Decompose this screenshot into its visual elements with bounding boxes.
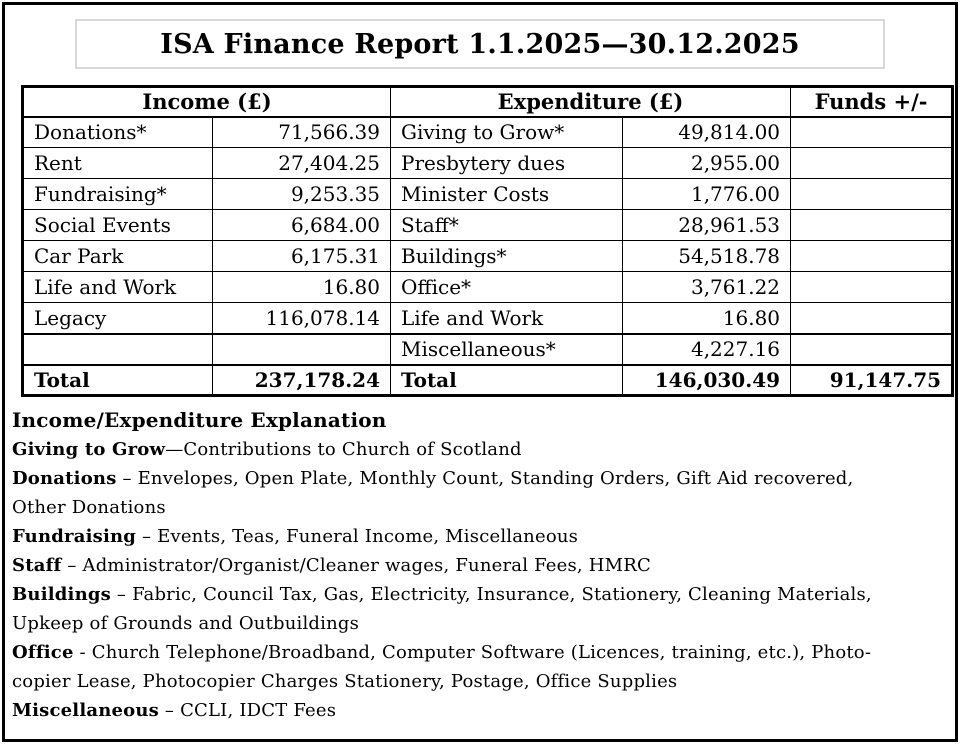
expenditure-value-cell: 54,518.78	[622, 240, 792, 272]
explanation-separator: –	[116, 468, 138, 489]
expenditure-value-cell: 2,955.00	[622, 147, 792, 179]
expenditure-value-cell: 16.80	[622, 302, 792, 334]
income-value-cell: 9,253.35	[211, 178, 392, 210]
funds-cell	[790, 240, 954, 272]
explanation-item: Staff – Administrator/Organist/Cleaner w…	[12, 551, 949, 580]
table-row: Donations* 71,566.39 Giving to Grow* 49,…	[22, 116, 954, 148]
explanation-text: Envelopes, Open Plate, Monthly Count, St…	[137, 468, 854, 489]
expenditure-label-cell: Giving to Grow*	[390, 116, 624, 148]
expenditure-value-cell: 1,776.00	[622, 178, 792, 210]
explanation-text-continued: Other Donations	[12, 497, 166, 518]
funds-cell	[790, 332, 954, 365]
income-value-cell: 16.80	[211, 271, 392, 303]
explanation-term: Fundraising	[12, 526, 137, 547]
income-header: Income (£)	[21, 86, 392, 118]
explanation-separator: –	[136, 526, 158, 547]
explanation-separator: –	[111, 584, 133, 605]
explanation-section: Income/Expenditure Explanation Giving to…	[5, 397, 955, 725]
table-row: Car Park 6,175.31 Buildings* 54,518.78	[22, 240, 954, 272]
explanation-item: Giving to Grow—Contributions to Church o…	[12, 435, 949, 464]
page-title: ISA Finance Report 1.1.2025—30.12.2025	[160, 28, 800, 60]
explanation-text-continued: Upkeep of Grounds and Outbuildings	[12, 613, 360, 634]
income-label-cell: Life and Work	[22, 271, 213, 303]
explanation-term: Office	[12, 642, 74, 663]
total-row: Total 237,178.24 Total 146,030.49 91,147…	[22, 363, 954, 396]
explanation-text: Events, Teas, Funeral Income, Miscellane…	[157, 526, 579, 547]
funds-cell	[790, 147, 954, 179]
income-value-cell: 27,404.25	[211, 147, 392, 179]
income-label-cell: Rent	[22, 147, 213, 179]
funds-total-cell: 91,147.75	[790, 363, 954, 396]
explanation-term: Donations	[12, 468, 117, 489]
explanation-item: Fundraising – Events, Teas, Funeral Inco…	[12, 522, 949, 551]
explanation-heading: Income/Expenditure Explanation	[12, 408, 387, 432]
expenditure-value-cell: 3,761.22	[622, 271, 792, 303]
table-row: Fundraising* 9,253.35 Minister Costs 1,7…	[22, 178, 954, 210]
expenditure-value-cell: 4,227.16	[622, 332, 792, 365]
explanation-text: Contributions to Church of Scotland	[183, 439, 522, 460]
expenditure-value-cell: 28,961.53	[622, 209, 792, 241]
table-row: Legacy 116,078.14 Life and Work 16.80	[22, 302, 954, 334]
income-total-value-cell: 237,178.24	[211, 363, 392, 396]
explanation-item: Buildings – Fabric, Council Tax, Gas, El…	[12, 580, 949, 638]
explanation-text-continued: copier Lease, Photocopier Charges Statio…	[12, 671, 678, 692]
explanation-text: CCLI, IDCT Fees	[180, 700, 337, 721]
explanation-term: Staff	[12, 555, 62, 576]
income-value-cell: 6,175.31	[211, 240, 392, 272]
expenditure-label-cell: Miscellaneous*	[390, 332, 624, 365]
finance-table: Income (£) Expenditure (£) Funds +/- Don…	[21, 85, 955, 397]
explanation-term: Giving to Grow	[12, 439, 166, 460]
expenditure-total-label-cell: Total	[390, 363, 624, 396]
expenditure-total-value-cell: 146,030.49	[622, 363, 792, 396]
expenditure-label-cell: Presbytery dues	[390, 147, 624, 179]
table-row: Rent 27,404.25 Presbytery dues 2,955.00	[22, 147, 954, 179]
funds-cell	[790, 178, 954, 210]
income-label-cell: Car Park	[22, 240, 213, 272]
explanation-separator: –	[61, 555, 83, 576]
table-row: Miscellaneous* 4,227.16	[22, 332, 954, 365]
table-header-row: Income (£) Expenditure (£) Funds +/-	[21, 86, 954, 118]
income-label-cell: Social Events	[22, 209, 213, 241]
explanation-text: Administrator/Organist/Cleaner wages, Fu…	[82, 555, 652, 576]
expenditure-value-cell: 49,814.00	[622, 116, 792, 148]
funds-cell	[790, 302, 954, 334]
income-value-cell: 71,566.39	[211, 116, 392, 148]
expenditure-label-cell: Buildings*	[390, 240, 624, 272]
expenditure-header: Expenditure (£)	[390, 86, 792, 118]
explanation-term: Buildings	[12, 584, 112, 605]
report-title-box: ISA Finance Report 1.1.2025—30.12.2025	[75, 19, 885, 69]
explanation-separator: -	[73, 642, 92, 663]
income-value-cell	[211, 332, 392, 365]
income-total-label-cell: Total	[22, 363, 213, 396]
income-label-cell: Donations*	[22, 116, 213, 148]
expenditure-label-cell: Staff*	[390, 209, 624, 241]
explanation-item: Donations – Envelopes, Open Plate, Month…	[12, 464, 949, 522]
income-label-cell: Legacy	[22, 302, 213, 334]
income-label-cell	[22, 332, 213, 365]
explanation-separator: —	[165, 439, 184, 460]
table-row: Social Events 6,684.00 Staff* 28,961.53	[22, 209, 954, 241]
income-value-cell: 6,684.00	[211, 209, 392, 241]
expenditure-label-cell: Life and Work	[390, 302, 624, 334]
explanation-text: Church Telephone/Broadband, Computer Sof…	[91, 642, 872, 663]
explanation-text: Fabric, Council Tax, Gas, Electricity, I…	[132, 584, 872, 605]
explanation-item: Office - Church Telephone/Broadband, Com…	[12, 638, 949, 696]
explanation-item: Miscellaneous – CCLI, IDCT Fees	[12, 696, 949, 725]
explanation-term: Miscellaneous	[12, 700, 160, 721]
expenditure-label-cell: Minister Costs	[390, 178, 624, 210]
table-row: Life and Work 16.80 Office* 3,761.22	[22, 271, 954, 303]
income-value-cell: 116,078.14	[211, 302, 392, 334]
explanation-separator: –	[159, 700, 181, 721]
funds-header: Funds +/-	[790, 86, 954, 118]
funds-cell	[790, 116, 954, 148]
funds-cell	[790, 271, 954, 303]
expenditure-label-cell: Office*	[390, 271, 624, 303]
funds-cell	[790, 209, 954, 241]
income-label-cell: Fundraising*	[22, 178, 213, 210]
